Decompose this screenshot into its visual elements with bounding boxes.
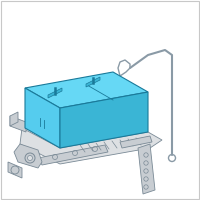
Polygon shape: [20, 128, 162, 164]
Polygon shape: [10, 112, 18, 126]
Polygon shape: [8, 162, 22, 178]
Polygon shape: [60, 92, 148, 148]
Polygon shape: [86, 77, 100, 87]
Polygon shape: [25, 88, 60, 148]
Polygon shape: [120, 136, 152, 148]
Polygon shape: [14, 144, 42, 168]
Polygon shape: [138, 144, 155, 194]
Polygon shape: [25, 72, 148, 108]
Polygon shape: [48, 88, 62, 98]
Polygon shape: [38, 145, 108, 165]
Polygon shape: [10, 116, 26, 132]
Circle shape: [28, 156, 32, 160]
